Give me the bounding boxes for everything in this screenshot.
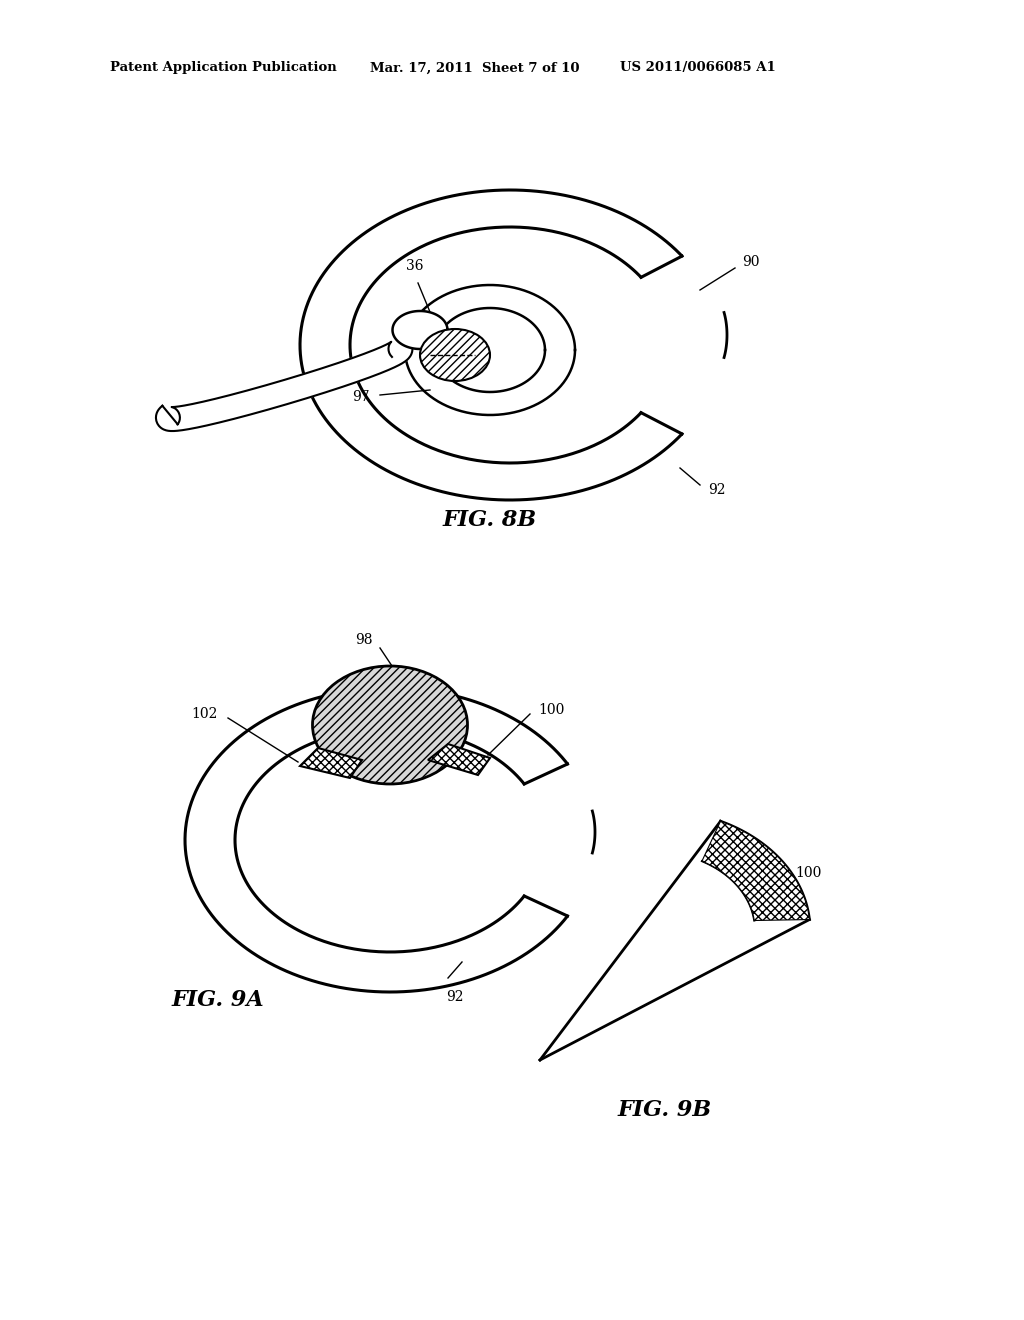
- Text: Patent Application Publication: Patent Application Publication: [110, 62, 337, 74]
- Polygon shape: [300, 748, 362, 777]
- Text: 36: 36: [407, 259, 424, 273]
- Text: 92: 92: [446, 990, 464, 1005]
- Text: FIG. 9A: FIG. 9A: [172, 989, 264, 1011]
- Text: 90: 90: [742, 255, 760, 269]
- Polygon shape: [156, 339, 413, 432]
- Text: Mar. 17, 2011  Sheet 7 of 10: Mar. 17, 2011 Sheet 7 of 10: [370, 62, 580, 74]
- Text: FIG. 8B: FIG. 8B: [443, 510, 537, 531]
- Polygon shape: [701, 821, 809, 920]
- Text: 102: 102: [191, 708, 218, 721]
- Text: 100: 100: [538, 704, 564, 717]
- Ellipse shape: [312, 667, 468, 784]
- Polygon shape: [428, 744, 490, 775]
- Text: 92: 92: [708, 483, 725, 498]
- Ellipse shape: [420, 329, 490, 381]
- Polygon shape: [392, 312, 447, 348]
- Text: 100: 100: [795, 866, 821, 880]
- Text: 97: 97: [352, 389, 370, 404]
- Text: 30: 30: [278, 385, 295, 400]
- Text: FIG. 9B: FIG. 9B: [617, 1100, 712, 1121]
- Text: US 2011/0066085 A1: US 2011/0066085 A1: [620, 62, 776, 74]
- Text: 98: 98: [355, 634, 373, 647]
